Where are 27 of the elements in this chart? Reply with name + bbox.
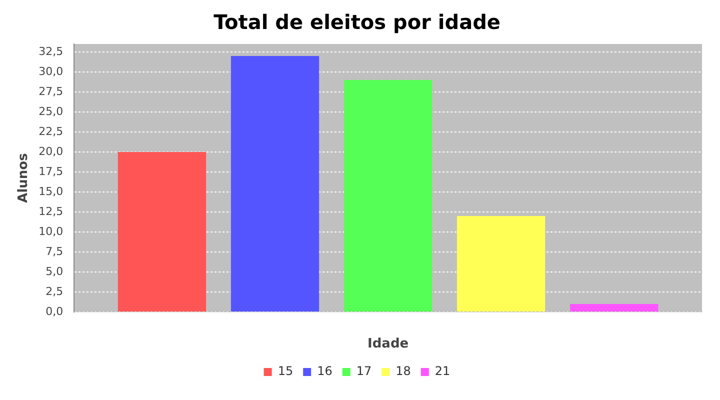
- y-tick-label: 22,5: [38, 124, 64, 138]
- bar: [344, 80, 432, 312]
- chart-title: Total de eleitos por idade: [214, 10, 500, 34]
- y-tick-label: 25,0: [38, 104, 64, 118]
- bar: [456, 216, 546, 312]
- bar: [570, 304, 658, 312]
- y-tick-label: 0,0: [46, 304, 64, 318]
- bar: [118, 152, 206, 312]
- y-tick-label: 20,0: [38, 144, 64, 158]
- y-tick-label: 27,5: [38, 84, 64, 98]
- y-tick-label: 7,5: [46, 244, 64, 258]
- y-tick-label: 10,0: [38, 224, 64, 238]
- legend-label: 15: [278, 364, 294, 378]
- y-axis-title: Alunos: [16, 152, 32, 203]
- y-tick-label: 12,5: [38, 204, 64, 218]
- y-tick-label: 30,0: [38, 64, 64, 78]
- y-tick-label: 2,5: [46, 284, 64, 298]
- legend-label: 21: [434, 364, 450, 378]
- legend-label: 18: [396, 364, 411, 378]
- y-tick-label: 5,0: [46, 264, 64, 278]
- legend-label: 17: [356, 364, 372, 378]
- y-tick-label: 17,5: [38, 164, 64, 178]
- x-axis-title: Idade: [368, 336, 409, 352]
- y-tick-label: 15,0: [38, 184, 64, 198]
- legend-label: 16: [317, 364, 332, 378]
- y-tick-label: 32,5: [38, 44, 64, 58]
- bar: [230, 56, 320, 312]
